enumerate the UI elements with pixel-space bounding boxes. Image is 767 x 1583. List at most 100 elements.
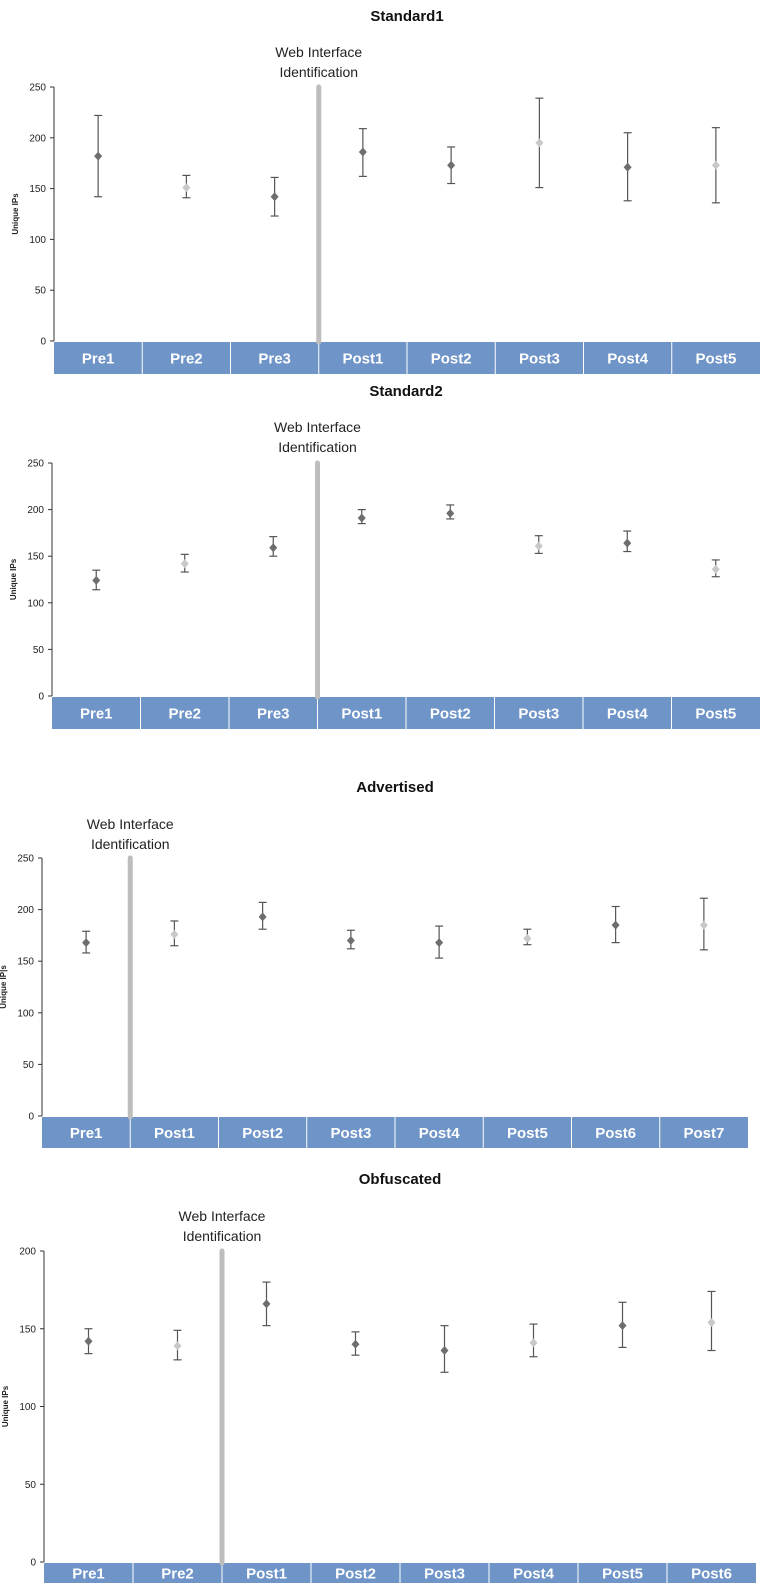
category-label: Post5: [507, 1125, 548, 1142]
y-tick-label: 200: [29, 133, 46, 144]
data-point-marker: [358, 147, 367, 157]
data-point-marker: [611, 920, 620, 930]
data-point-marker: [523, 933, 532, 943]
chart-panel-3: Advertised 0 50 100 150 200 250 Unique IP|s Pre1…: [0, 779, 748, 1148]
separator-annotation-line1: Web Interface: [87, 816, 174, 832]
category-label: Post5: [602, 1566, 643, 1583]
category-label: Post3: [519, 351, 560, 368]
separator-annotation-line1: Web Interface: [179, 1208, 266, 1224]
y-tick-label: 0: [38, 692, 44, 703]
data-point-marker: [84, 1336, 93, 1346]
data-point-marker: [447, 160, 456, 170]
category-label: Pre2: [168, 706, 201, 723]
category-label: Pre1: [70, 1125, 103, 1142]
y-axis-label: Unique IP|s: [0, 965, 8, 1009]
y-tick-label: 250: [29, 83, 46, 94]
data-point-marker: [618, 1321, 627, 1331]
chart-panel-1: Standard1 0 50 100 150 200 250 Unique IPs Pre1 Pr…: [11, 8, 760, 374]
category-label: Post2: [335, 1566, 376, 1583]
data-point-marker: [440, 1346, 449, 1356]
data-point-marker: [258, 912, 267, 922]
category-label: Post2: [242, 1125, 283, 1142]
data-point-marker: [699, 920, 708, 930]
y-tick-label: 100: [29, 235, 46, 246]
category-label: Post6: [595, 1125, 636, 1142]
chart-panel-4: Obfuscated 0 50 100 150 200 Unique IPs Pre1 Pre2…: [1, 1171, 756, 1583]
category-label: Post6: [691, 1566, 732, 1583]
category-label: Post4: [513, 1566, 555, 1583]
category-label: Pre2: [170, 351, 203, 368]
y-tick-label: 0: [40, 337, 46, 348]
category-label: Post3: [424, 1566, 465, 1583]
category-label: Post4: [419, 1125, 461, 1142]
data-point-marker: [535, 138, 544, 148]
category-label: Pre3: [257, 706, 290, 723]
data-point-marker: [435, 938, 444, 948]
category-label: Post2: [431, 351, 472, 368]
chart-panel-2: Standard2 0 50 100 150 200 250 Unique IPs Pre1 Pr…: [9, 383, 760, 729]
data-point-marker: [269, 543, 278, 553]
y-tick-label: 250: [27, 459, 44, 470]
y-tick-label: 150: [27, 552, 44, 563]
category-label: Post2: [430, 706, 471, 723]
data-point-marker: [711, 160, 720, 170]
data-point-marker: [82, 938, 91, 948]
category-label: Post1: [246, 1566, 287, 1583]
separator-annotation-line1: Web Interface: [274, 419, 361, 435]
data-point-marker: [170, 929, 179, 939]
data-point-marker: [173, 1341, 182, 1351]
data-point-marker: [346, 936, 355, 946]
category-label: Pre2: [161, 1566, 194, 1583]
data-point-marker: [623, 538, 632, 548]
category-label: Pre1: [72, 1566, 105, 1583]
category-label: Post3: [518, 706, 559, 723]
separator-annotation-line2: Identification: [91, 836, 170, 852]
category-label: Post4: [607, 706, 649, 723]
data-point-marker: [182, 183, 191, 193]
data-point-marker: [262, 1299, 271, 1309]
category-label: Post4: [607, 351, 649, 368]
y-tick-label: 150: [17, 957, 34, 968]
data-point-marker: [180, 559, 189, 569]
y-tick-label: 0: [28, 1112, 34, 1123]
data-point-marker: [351, 1339, 360, 1349]
data-point-marker: [270, 192, 279, 202]
y-axis-label: Unique IPs: [1, 1385, 10, 1427]
data-point-marker: [357, 513, 366, 523]
category-label: Post1: [341, 706, 382, 723]
data-point-marker: [534, 541, 543, 551]
category-label: Pre3: [258, 351, 291, 368]
category-label: Post3: [330, 1125, 371, 1142]
y-tick-label: 0: [30, 1558, 36, 1569]
category-label: Post1: [154, 1125, 195, 1142]
y-axis-label: Unique IPs: [11, 193, 20, 235]
chart-title: Standard2: [369, 383, 442, 400]
chart-title: Advertised: [356, 779, 434, 796]
category-label: Post1: [342, 351, 383, 368]
data-point-marker: [529, 1338, 538, 1348]
y-tick-label: 150: [29, 184, 46, 195]
y-tick-label: 50: [23, 1060, 35, 1071]
y-tick-label: 50: [35, 286, 47, 297]
y-tick-label: 50: [25, 1480, 37, 1491]
category-label: Post5: [695, 706, 736, 723]
y-tick-label: 100: [27, 598, 44, 609]
chart-title: Obfuscated: [359, 1171, 442, 1188]
y-tick-label: 250: [17, 854, 34, 865]
data-point-marker: [92, 575, 101, 585]
y-tick-label: 150: [19, 1324, 36, 1335]
category-label: Pre1: [80, 706, 113, 723]
data-point-marker: [623, 162, 632, 172]
y-tick-label: 200: [19, 1247, 36, 1258]
separator-annotation-line2: Identification: [278, 439, 357, 455]
y-tick-label: 200: [17, 905, 34, 916]
category-label: Post5: [695, 351, 736, 368]
chart-title: Standard1: [370, 8, 443, 25]
y-tick-label: 100: [19, 1402, 36, 1413]
category-label: Pre1: [82, 351, 115, 368]
data-point-marker: [711, 564, 720, 574]
data-point-marker: [446, 508, 455, 518]
data-point-marker: [707, 1318, 716, 1328]
